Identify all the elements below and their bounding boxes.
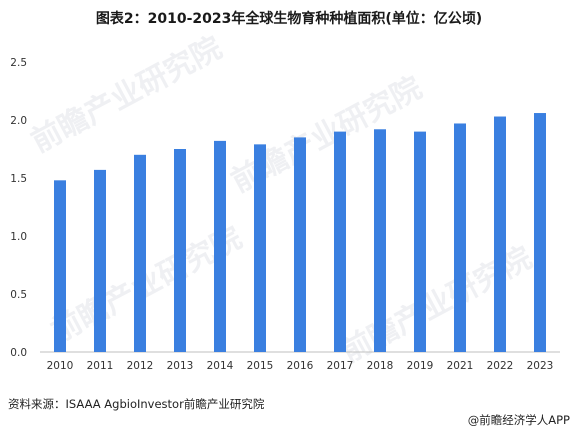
y-tick-label: 1.0 bbox=[10, 231, 27, 243]
bar-2017 bbox=[334, 131, 346, 352]
bar-2014 bbox=[214, 140, 226, 352]
x-tick-label: 2015 bbox=[247, 360, 274, 372]
y-tick-label: 0.5 bbox=[10, 289, 27, 301]
credit-note: @前瞻经济学人APP bbox=[467, 413, 570, 427]
y-tick-label: 2.5 bbox=[10, 57, 27, 69]
bar-2011 bbox=[94, 169, 106, 352]
x-tick-label: 2013 bbox=[167, 360, 194, 372]
x-tick-label: 2017 bbox=[327, 360, 354, 372]
y-tick-label: 1.5 bbox=[10, 173, 27, 185]
x-tick-label: 2016 bbox=[287, 360, 314, 372]
bar-2015 bbox=[254, 144, 266, 352]
x-tick-label: 2019 bbox=[407, 360, 434, 372]
bar-2013 bbox=[174, 149, 186, 352]
y-tick-label: 2.0 bbox=[10, 115, 27, 127]
bar-2018 bbox=[374, 129, 386, 352]
y-tick-label: 0.0 bbox=[10, 347, 27, 359]
bar-2022 bbox=[494, 116, 506, 353]
x-tick-label: 2018 bbox=[367, 360, 394, 372]
bar-2016 bbox=[294, 137, 306, 352]
x-tick-label: 2012 bbox=[127, 360, 154, 372]
bar-2010 bbox=[54, 180, 66, 352]
bar-2019 bbox=[414, 131, 426, 352]
bar-2023 bbox=[534, 113, 546, 352]
x-tick-label: 2022 bbox=[487, 360, 514, 372]
x-tick-label: 2010 bbox=[47, 360, 74, 372]
x-tick-label: 2014 bbox=[207, 360, 234, 372]
x-tick-label: 2023 bbox=[527, 360, 554, 372]
bar-2021 bbox=[454, 123, 466, 352]
x-tick-label: 2021 bbox=[447, 360, 474, 372]
bar-2012 bbox=[134, 154, 146, 352]
source-note: 资料来源：ISAAA AgbioInvestor前瞻产业研究院 bbox=[8, 397, 265, 411]
x-tick-label: 2011 bbox=[87, 360, 114, 372]
chart-title: 图表2：2010-2023年全球生物育种种植面积(单位：亿公顷) bbox=[95, 11, 483, 27]
